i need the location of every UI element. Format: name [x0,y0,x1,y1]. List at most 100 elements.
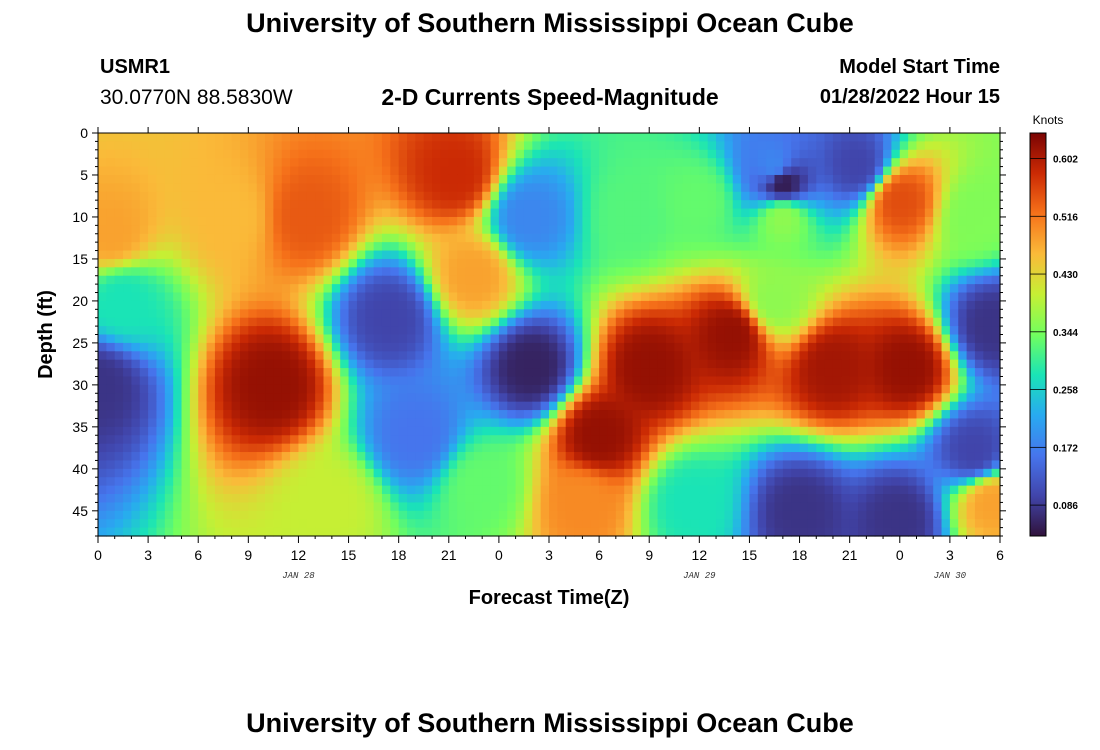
heatmap-cell [632,133,642,142]
heatmap-cell [198,359,208,369]
heatmap-cell [816,233,826,243]
heatmap-cell [766,468,776,478]
heatmap-cell [515,359,525,369]
heatmap-cell [607,284,617,294]
heatmap-cell [515,334,525,344]
heatmap-cell [707,225,717,235]
heatmap-cell [816,351,826,361]
heatmap-cell [373,418,383,428]
heatmap-cell [891,460,901,470]
heatmap-cell [348,275,358,285]
heatmap-cell [148,452,158,462]
heatmap-cell [682,191,692,201]
heatmap-cell [590,166,600,176]
heatmap-cell [415,284,425,294]
heatmap-cell [674,334,684,344]
heatmap-cell [958,166,968,176]
heatmap-cell [490,510,500,520]
heatmap-cell [373,242,383,252]
heatmap-cell [866,284,876,294]
heatmap-cell [707,510,717,520]
heatmap-cell [799,384,809,394]
heatmap-cell [265,502,274,512]
heatmap-cell [498,149,508,159]
heatmap-cell [599,426,609,436]
heatmap-cell [106,225,116,235]
heatmap-cell [749,502,759,512]
heatmap-cell [582,510,592,520]
heatmap-cell [298,460,308,470]
heatmap-cell [98,275,107,285]
heatmap-cell [465,141,475,151]
heatmap-cell [757,359,767,369]
heatmap-cell [306,359,316,369]
heatmap-cell [523,158,533,168]
heatmap-cell [908,233,918,243]
heatmap-cell [348,452,358,462]
heatmap-cell [348,410,358,420]
heatmap-cell [574,149,584,159]
heatmap-cell [766,133,776,142]
heatmap-cell [98,292,107,302]
heatmap-cell [774,452,784,462]
heatmap-cell [657,174,667,184]
heatmap-cell [156,393,166,403]
heatmap-cell [624,200,634,210]
heatmap-cell [440,334,450,344]
heatmap-cell [540,502,550,512]
heatmap-cell [791,183,801,193]
heatmap-cell [657,267,667,277]
heatmap-cell [841,326,851,336]
heatmap-cell [774,477,784,487]
heatmap-cell [766,166,776,176]
heatmap-cell [423,426,433,436]
heatmap-cell [716,242,725,252]
heatmap-cell [181,208,191,218]
heatmap-cell [106,502,116,512]
heatmap-cell [557,216,567,226]
heatmap-cell [306,326,316,336]
heatmap-cell [206,225,216,235]
heatmap-cell [482,326,492,336]
heatmap-cell [407,435,416,445]
heatmap-cell [390,216,400,226]
heatmap-cell [908,468,918,478]
heatmap-cell [841,216,851,226]
heatmap-cell [699,200,709,210]
heatmap-cell [624,368,634,378]
heatmap-cell [223,510,233,520]
heatmap-cell [891,342,901,352]
heatmap-cell [607,510,617,520]
heatmap-cell [590,275,600,285]
heatmap-cell [206,174,216,184]
heatmap-cell [123,326,133,336]
heatmap-cell [482,267,492,277]
heatmap-cell [590,208,600,218]
heatmap-cell [574,317,584,327]
heatmap-cell [816,401,826,411]
heatmap-cell [732,435,742,445]
heatmap-cell [173,183,183,193]
heatmap-cell [665,494,675,504]
heatmap-cell [799,183,809,193]
heatmap-cell [306,191,316,201]
heatmap-cell [381,267,391,277]
heatmap-cell [340,216,350,226]
heatmap-cell [624,242,634,252]
heatmap-cell [98,191,107,201]
heatmap-cell [791,510,801,520]
heatmap-cell [189,334,199,344]
heatmap-cell [465,477,475,487]
heatmap-cell [173,426,183,436]
heatmap-cell [908,351,918,361]
heatmap-cell [398,326,408,336]
heatmap-cell [148,384,158,394]
heatmap-cell [866,485,876,495]
heatmap-cell [515,216,525,226]
heatmap-cell [799,410,809,420]
heatmap-cell [214,393,224,403]
heatmap-cell [883,300,893,310]
heatmap-cell [440,191,450,201]
heatmap-cell [849,233,859,243]
heatmap-cell [540,183,550,193]
